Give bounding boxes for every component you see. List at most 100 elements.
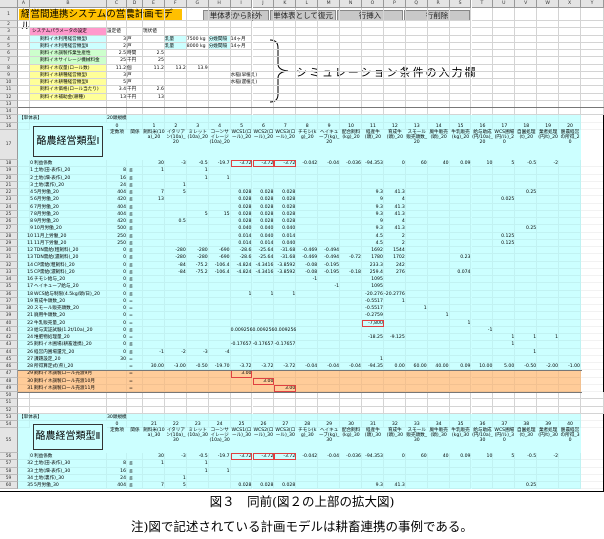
cell-D16[interactable] <box>127 122 143 130</box>
cell-B38[interactable] <box>30 305 107 313</box>
cell-K60[interactable] <box>274 482 297 490</box>
cell-E52[interactable] <box>143 406 165 414</box>
cell-F21[interactable] <box>164 181 187 189</box>
cell-V28[interactable] <box>515 232 538 240</box>
model1-value[interactable]: 0.040 <box>282 226 296 232</box>
cell-A28[interactable] <box>18 232 30 240</box>
cell-G60[interactable] <box>186 482 209 490</box>
cell-R6[interactable] <box>427 50 450 58</box>
cell-L20[interactable] <box>296 174 319 182</box>
model1-value[interactable]: 1544 <box>393 248 405 253</box>
cell-M22[interactable] <box>318 189 341 197</box>
cell-H57[interactable] <box>208 460 231 468</box>
model2-value[interactable]: -0.5 <box>198 454 208 459</box>
cell-X2[interactable] <box>559 21 581 29</box>
cell-R14[interactable] <box>427 108 450 116</box>
cell-K25[interactable] <box>274 210 297 218</box>
cell-P40[interactable] <box>383 319 406 327</box>
cell-H50[interactable] <box>208 392 231 400</box>
cell-S48[interactable] <box>449 377 472 385</box>
column-header-O[interactable]: O <box>362 0 384 8</box>
cell-B11[interactable] <box>30 86 107 94</box>
model1-value[interactable]: -84 <box>178 269 186 275</box>
model1-value[interactable]: -9.125 <box>389 335 405 340</box>
model1-value[interactable]: -3.72 <box>239 364 252 369</box>
cell-T50[interactable] <box>471 392 494 400</box>
cell-B7[interactable] <box>30 57 107 65</box>
model1-value[interactable]: 0.028 <box>282 204 296 210</box>
cell-N58[interactable] <box>340 467 362 475</box>
cell-R22[interactable] <box>427 189 450 197</box>
cell-U46[interactable] <box>493 363 516 371</box>
cell-D30[interactable] <box>127 247 143 255</box>
cell-C24[interactable] <box>107 203 127 211</box>
model2-value[interactable]: 0.028 <box>238 483 252 488</box>
cell-B41[interactable] <box>30 326 107 334</box>
cell-J47[interactable] <box>252 370 275 378</box>
column-header-E[interactable]: E <box>143 0 165 8</box>
cell-E23[interactable] <box>143 196 165 204</box>
cell-Y50[interactable] <box>581 392 604 400</box>
cell-I38[interactable] <box>230 305 253 313</box>
cell-C49[interactable] <box>107 384 127 392</box>
cell-T52[interactable] <box>471 406 494 414</box>
model1-row-relation[interactable]: ≦ <box>129 255 133 261</box>
cell-H33[interactable] <box>208 268 231 276</box>
cell-S50[interactable] <box>449 392 472 400</box>
model1-value[interactable]: 0.028 <box>238 197 252 203</box>
cell-F45[interactable] <box>164 355 187 363</box>
cell-N15[interactable] <box>340 115 362 123</box>
cell-B28[interactable] <box>30 232 107 240</box>
cell-G45[interactable] <box>186 355 209 363</box>
model1-value[interactable]: 1 <box>467 320 471 326</box>
cell-U8[interactable] <box>493 64 516 72</box>
cell-R39[interactable] <box>427 312 450 320</box>
cell-O34[interactable] <box>362 276 384 284</box>
cell-T43[interactable] <box>471 341 494 349</box>
cell-M36[interactable] <box>318 290 341 298</box>
cell-J25[interactable] <box>252 210 275 218</box>
cell-H36[interactable] <box>208 290 231 298</box>
model2-value[interactable]: -94.353 <box>365 454 383 459</box>
cell-D31[interactable] <box>127 254 143 262</box>
cell-I52[interactable] <box>230 406 253 414</box>
row-header-47[interactable]: 47 <box>0 370 18 378</box>
model1-value[interactable]: -0.5517 <box>365 306 383 311</box>
cell-K1[interactable] <box>274 8 297 21</box>
cell-N60[interactable] <box>340 482 362 490</box>
cell-X5[interactable] <box>559 42 581 50</box>
model1-value[interactable]: 1095 <box>371 277 383 282</box>
cell-J2[interactable] <box>252 21 275 29</box>
model1-row-relation[interactable]: = <box>129 371 133 377</box>
cell-Y52[interactable] <box>581 406 604 414</box>
cell-G10[interactable] <box>186 79 209 87</box>
model1-value[interactable]: -3 <box>181 161 186 166</box>
cell-D53[interactable] <box>127 413 143 421</box>
cell-H20[interactable] <box>208 174 231 182</box>
cell-A40[interactable] <box>18 319 30 327</box>
cell-N9[interactable] <box>340 71 362 79</box>
cell-G49[interactable] <box>186 384 209 392</box>
cell-Y25[interactable] <box>581 210 604 218</box>
cell-S11[interactable] <box>449 86 472 94</box>
cell-S57[interactable] <box>449 460 472 468</box>
param-C3[interactable]: 設定値 <box>107 29 121 35</box>
cell-P41[interactable] <box>383 326 406 334</box>
cell-B22[interactable] <box>30 189 107 197</box>
cell-E12[interactable] <box>143 93 165 101</box>
cell-V14[interactable] <box>515 108 538 116</box>
cell-D15[interactable] <box>127 115 143 123</box>
cell-T42[interactable] <box>471 334 494 342</box>
cell-A20[interactable] <box>18 174 30 182</box>
cell-M51[interactable] <box>318 399 341 407</box>
model1-value[interactable]: 9.3 <box>375 204 383 210</box>
cell-A49[interactable] <box>18 384 30 392</box>
cell-X25[interactable] <box>559 210 581 218</box>
cell-G16[interactable] <box>186 122 209 130</box>
row-header-4[interactable]: 4 <box>0 35 18 43</box>
cell-R18[interactable] <box>427 160 450 168</box>
cell-Q7[interactable] <box>405 57 428 65</box>
model1-row-const[interactable]: 0 <box>123 255 126 261</box>
cell-B56[interactable] <box>30 453 107 461</box>
model1-row-const[interactable] <box>107 363 127 370</box>
